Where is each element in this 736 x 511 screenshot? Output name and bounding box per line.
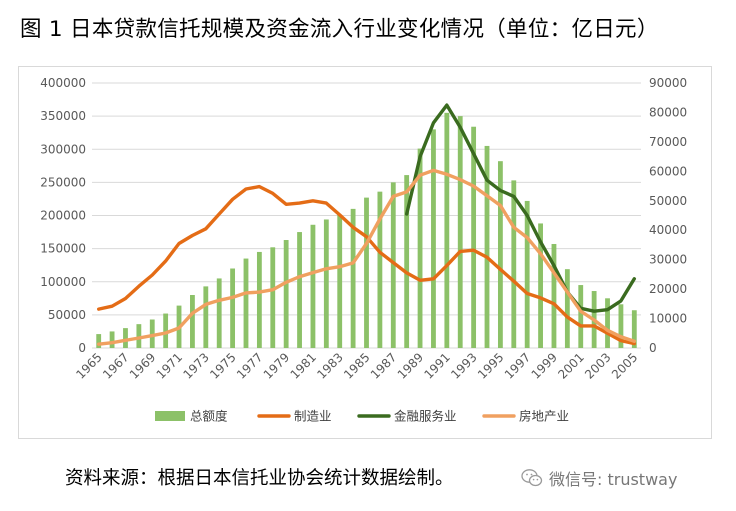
bar-total bbox=[444, 112, 450, 348]
y-left-tick-label: 100000 bbox=[40, 275, 86, 289]
bar-total bbox=[323, 219, 329, 348]
bar-total bbox=[390, 182, 396, 348]
bar-total bbox=[497, 161, 503, 348]
legend-swatch-bar bbox=[155, 411, 185, 421]
x-tick-label: 1991 bbox=[421, 350, 452, 381]
y-right-tick-label: 70000 bbox=[649, 135, 687, 149]
source-note: 资料来源：根据日本信托业协会统计数据绘制。 bbox=[65, 468, 454, 489]
bar-total bbox=[350, 208, 356, 348]
bar-total bbox=[190, 295, 195, 348]
bar-total bbox=[564, 269, 570, 348]
line-manufacturing bbox=[97, 184, 636, 346]
line-real-estate bbox=[97, 168, 636, 346]
y-left-tick-label: 350000 bbox=[40, 109, 86, 123]
legend-label: 房地产业 bbox=[519, 409, 569, 424]
x-tick-label: 1979 bbox=[261, 350, 292, 381]
x-tick-label: 1975 bbox=[207, 350, 238, 381]
y-right-tick-label: 90000 bbox=[649, 76, 687, 90]
bar-total bbox=[149, 319, 155, 348]
bar-total bbox=[578, 285, 584, 348]
bar-total bbox=[256, 251, 262, 348]
y-left-tick-label: 0 bbox=[78, 341, 86, 355]
x-tick-label: 1999 bbox=[529, 350, 560, 381]
legend-label: 总额度 bbox=[190, 409, 228, 424]
bar-total bbox=[618, 304, 624, 348]
bar-total bbox=[96, 334, 102, 348]
x-tick-label: 1983 bbox=[314, 350, 345, 381]
y-right-tick-label: 0 bbox=[649, 341, 657, 355]
y-left-tick-label: 200000 bbox=[40, 209, 86, 223]
bar-total bbox=[404, 175, 410, 348]
page-title: 图 1 日本贷款信托规模及资金流入行业变化情况（单位：亿日元） bbox=[20, 17, 659, 42]
y-left-tick-label: 150000 bbox=[40, 242, 86, 256]
legend-label: 制造业 bbox=[294, 409, 332, 424]
y-left-tick-label: 400000 bbox=[40, 76, 86, 90]
y-right-tick-label: 80000 bbox=[649, 105, 687, 119]
y-left-tick-label: 300000 bbox=[40, 142, 86, 156]
x-tick-label: 1985 bbox=[341, 350, 372, 381]
x-tick-label: 2003 bbox=[582, 350, 613, 381]
bar-total bbox=[123, 328, 128, 348]
x-tick-label: 1971 bbox=[154, 350, 185, 381]
bar-total bbox=[377, 191, 383, 348]
x-tick-label: 1977 bbox=[234, 350, 265, 381]
bar-total bbox=[310, 224, 316, 348]
chart-frame: 0 50000 100000 150000 200000 250000 300000 3500… bbox=[18, 66, 712, 439]
wechat-icon bbox=[521, 469, 543, 487]
y-right-tick-label: 40000 bbox=[649, 223, 687, 237]
legend: 总额度 制造业 金融服务业 房地产业 bbox=[155, 409, 569, 424]
watermark-text: 微信号: trustway bbox=[549, 470, 678, 489]
x-tick-label: 1995 bbox=[475, 350, 506, 381]
y-right-tick-label: 10000 bbox=[649, 312, 687, 326]
x-tick-label: 1967 bbox=[100, 350, 131, 381]
x-tick-label: 1997 bbox=[502, 350, 533, 381]
y-left-tick-label: 250000 bbox=[40, 175, 86, 189]
bar-total bbox=[364, 197, 369, 348]
y-left-tick-label: 50000 bbox=[48, 308, 86, 322]
x-tick-label: 1973 bbox=[180, 350, 211, 381]
bar-total bbox=[297, 232, 302, 348]
bar-total bbox=[136, 324, 142, 348]
bar-total bbox=[551, 243, 557, 348]
bar-total bbox=[511, 180, 517, 348]
legend-label: 金融服务业 bbox=[394, 409, 457, 424]
bar-total bbox=[230, 268, 236, 348]
x-tick-label: 1987 bbox=[368, 350, 399, 381]
wechat-watermark: 微信号: trustway bbox=[520, 466, 677, 490]
bar-total bbox=[484, 145, 490, 348]
bar-total bbox=[605, 298, 610, 348]
bar-total bbox=[163, 313, 169, 348]
bar-total bbox=[216, 278, 222, 348]
bar-total bbox=[337, 214, 343, 348]
x-tick-label: 2001 bbox=[555, 350, 586, 381]
y-right-tick-label: 20000 bbox=[649, 282, 687, 296]
bar-total bbox=[538, 223, 543, 348]
bar-total bbox=[417, 148, 423, 348]
x-tick-label: 1989 bbox=[395, 350, 426, 381]
y-right-tick-label: 50000 bbox=[649, 194, 687, 208]
line-series bbox=[97, 103, 636, 346]
bar-total bbox=[524, 200, 530, 348]
bar-total bbox=[243, 258, 249, 348]
bar-total bbox=[203, 286, 209, 348]
y-right-tick-label: 30000 bbox=[649, 253, 687, 267]
line-finance bbox=[405, 103, 636, 313]
bar-series-total bbox=[96, 112, 637, 348]
x-tick-label: 1981 bbox=[288, 350, 319, 381]
x-tick-label: 1993 bbox=[448, 350, 479, 381]
bar-total bbox=[457, 116, 463, 348]
loan-trust-chart: 0500001000001500002000002500003000003500… bbox=[40, 76, 687, 424]
bar-total bbox=[631, 310, 637, 348]
y-right-tick-label: 60000 bbox=[649, 164, 687, 178]
bar-total bbox=[270, 247, 276, 348]
x-tick-label: 2005 bbox=[609, 350, 640, 381]
bar-total bbox=[109, 331, 115, 348]
bar-total bbox=[471, 126, 477, 348]
bar-total bbox=[431, 129, 436, 348]
x-tick-label: 1969 bbox=[127, 350, 158, 381]
bar-total bbox=[283, 240, 289, 348]
